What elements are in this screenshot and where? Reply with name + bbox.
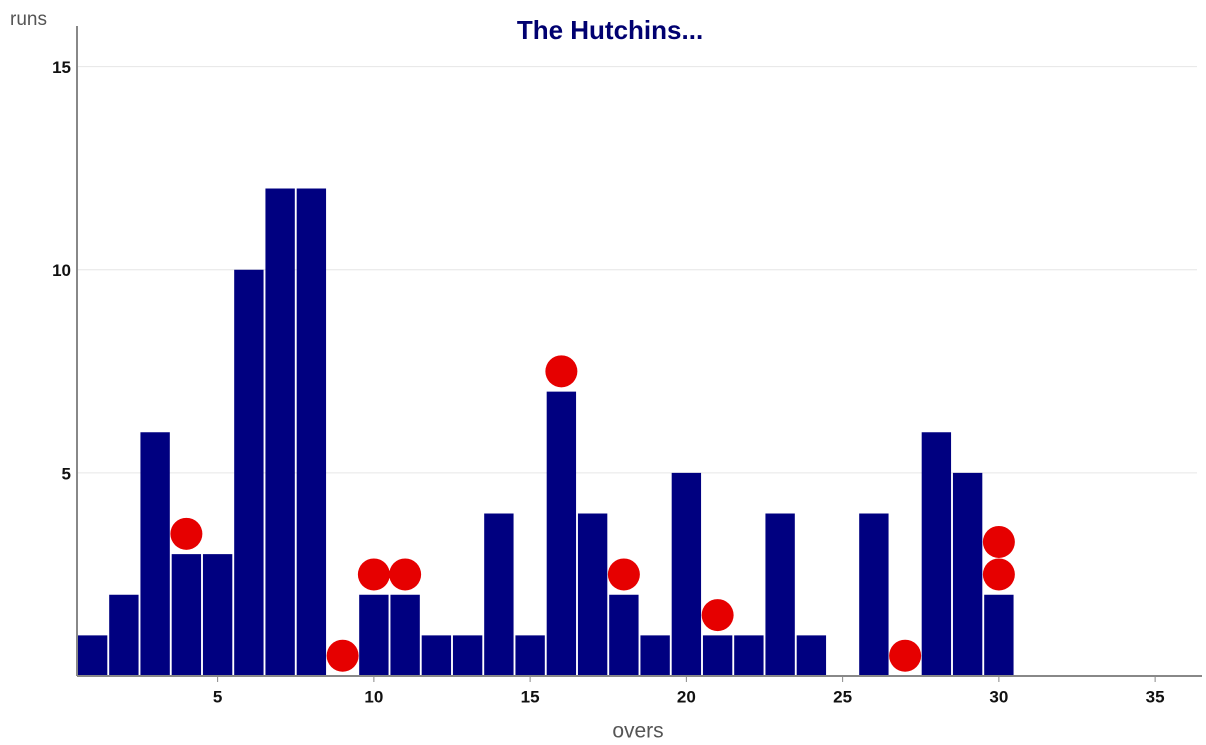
bar — [609, 594, 639, 676]
wicket — [701, 599, 734, 632]
bar — [484, 513, 514, 676]
bar — [390, 594, 420, 676]
bar — [202, 554, 233, 676]
y-tick-label: 5 — [62, 464, 71, 483]
wicket — [982, 558, 1015, 591]
x-tick-label: 15 — [521, 687, 540, 706]
bar — [515, 635, 545, 676]
y-tick-label: 15 — [52, 58, 71, 77]
wicket — [545, 355, 578, 388]
x-tick-label: 35 — [1146, 687, 1165, 706]
bar — [421, 635, 452, 676]
bar — [109, 594, 139, 676]
x-tick-label: 10 — [364, 687, 383, 706]
bar — [859, 513, 889, 676]
bar — [234, 269, 264, 676]
wicket — [889, 639, 922, 672]
chart-title: The Hutchins... — [517, 15, 703, 45]
bar — [171, 554, 202, 676]
bar — [546, 391, 577, 676]
bar — [702, 635, 733, 676]
bar — [265, 188, 295, 676]
wicket — [607, 558, 640, 591]
wicket — [982, 525, 1015, 558]
wicket — [326, 639, 359, 672]
x-tick-label: 30 — [989, 687, 1008, 706]
x-tick-label: 25 — [833, 687, 852, 706]
y-tick-label: 10 — [52, 261, 71, 280]
bar — [77, 635, 108, 676]
bar — [359, 594, 389, 676]
wicket — [389, 558, 422, 591]
bar — [671, 472, 702, 676]
x-tick-label: 20 — [677, 687, 696, 706]
bar — [984, 594, 1014, 676]
bar — [452, 635, 483, 676]
bar — [640, 635, 670, 676]
x-tick-label: 5 — [213, 687, 222, 706]
bar — [765, 513, 795, 676]
bar — [952, 472, 983, 676]
wicket — [170, 517, 203, 550]
bar — [296, 188, 327, 676]
bar — [734, 635, 764, 676]
y-axis-label: runs — [10, 9, 47, 30]
wicket — [357, 558, 390, 591]
x-axis-label: overs — [612, 720, 663, 743]
bar — [796, 635, 827, 676]
bar — [921, 432, 952, 676]
bar — [140, 432, 170, 676]
bar — [577, 513, 608, 676]
